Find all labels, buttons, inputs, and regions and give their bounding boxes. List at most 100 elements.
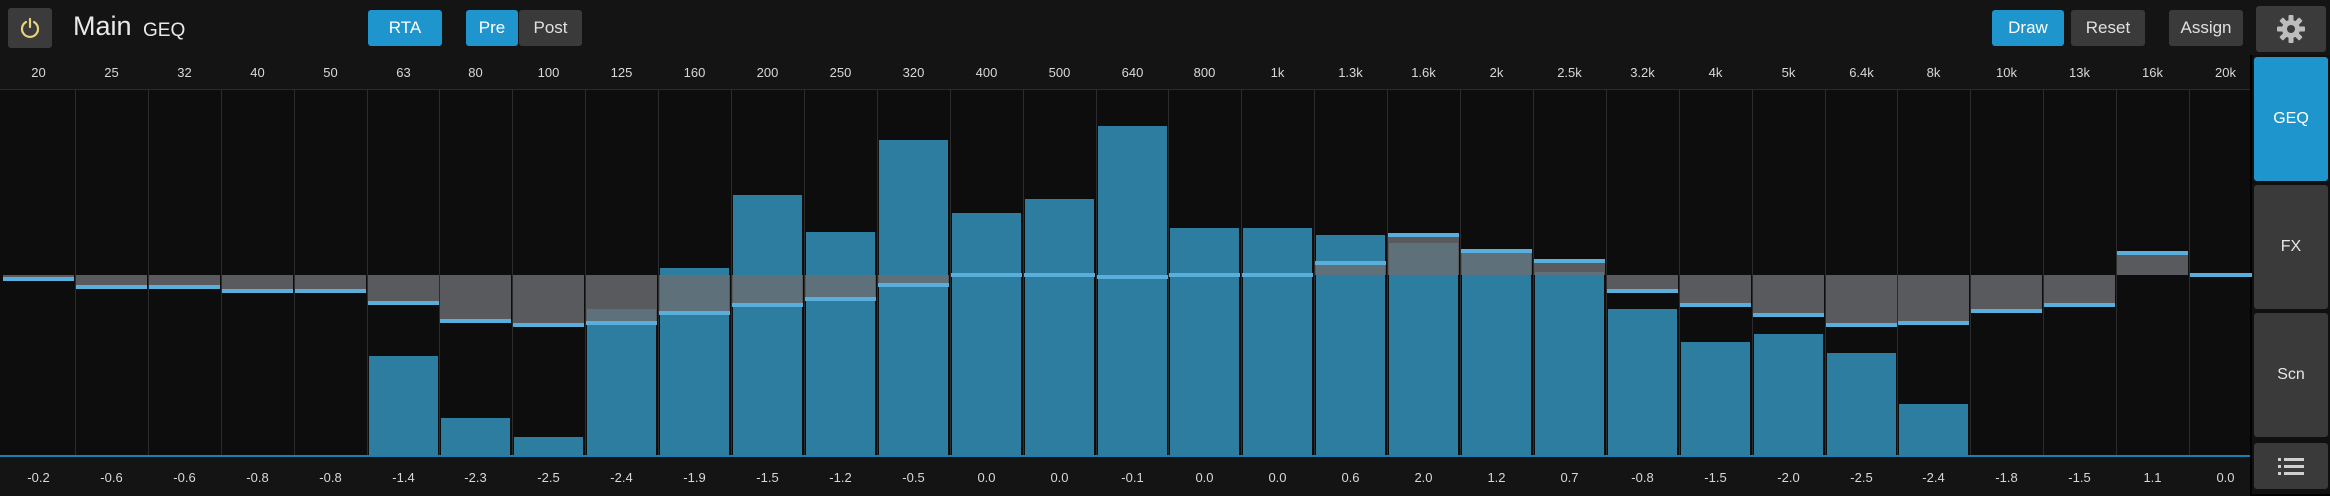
gain-handle[interactable] <box>3 277 74 281</box>
band-separator <box>877 89 878 455</box>
gain-handle[interactable] <box>76 285 147 289</box>
gain-handle[interactable] <box>1315 261 1386 265</box>
band-frequency-label: 5k <box>1781 65 1796 80</box>
gain-handle[interactable] <box>1388 233 1459 237</box>
gain-fill <box>586 275 657 323</box>
gain-handle[interactable] <box>1169 273 1240 277</box>
band-frequency-label: 500 <box>1048 65 1071 80</box>
band-separator <box>1679 89 1680 455</box>
band-frequency-label: 80 <box>468 65 483 80</box>
band-separator <box>950 89 951 455</box>
page-subtitle: GEQ <box>143 20 186 41</box>
band-gain-label: -0.5 <box>902 470 925 485</box>
gain-handle[interactable] <box>1680 303 1751 307</box>
band-separator <box>1897 89 1898 455</box>
rta-bar <box>1899 404 1968 455</box>
tab-geq[interactable]: GEQ <box>2254 57 2328 181</box>
band-separator <box>294 89 295 455</box>
assign-button[interactable]: Assign <box>2169 10 2243 46</box>
draw-button[interactable]: Draw <box>1992 10 2064 46</box>
band-frequency-label: 3.2k <box>1630 65 1655 80</box>
gain-fill <box>1461 251 1532 275</box>
gain-handle[interactable] <box>878 283 949 287</box>
band-frequency-label: 250 <box>829 65 852 80</box>
band-separator <box>1241 89 1242 455</box>
band-frequency-label: 10k <box>1996 65 2017 80</box>
band-gain-label: -1.4 <box>392 470 415 485</box>
band-separator <box>1023 89 1024 455</box>
gain-handle[interactable] <box>1971 309 2042 313</box>
band-gain-label: -1.2 <box>829 470 852 485</box>
rta-button[interactable]: RTA <box>368 10 442 46</box>
gain-handle[interactable] <box>1461 249 1532 253</box>
gain-handle[interactable] <box>149 285 220 289</box>
band-frequency-label: 20k <box>2215 65 2236 80</box>
gain-fill <box>1680 275 1751 305</box>
gain-handle[interactable] <box>732 303 803 307</box>
band-frequency-label: 2.5k <box>1557 65 1582 80</box>
gain-handle[interactable] <box>1753 313 1824 317</box>
gain-handle[interactable] <box>659 311 730 315</box>
band-frequency-label: 40 <box>250 65 265 80</box>
rta-bar <box>952 213 1021 455</box>
gain-handle[interactable] <box>368 301 439 305</box>
tab-fx[interactable]: FX <box>2254 185 2328 309</box>
gain-handle[interactable] <box>1242 273 1313 277</box>
band-frequency-label: 200 <box>756 65 779 80</box>
gain-fill <box>368 275 439 303</box>
gain-handle[interactable] <box>513 323 584 327</box>
gain-handle[interactable] <box>805 297 876 301</box>
pre-button[interactable]: Pre <box>466 10 518 46</box>
gain-fill <box>1898 275 1969 323</box>
gain-handle[interactable] <box>1607 289 1678 293</box>
rta-bar <box>1098 126 1167 455</box>
rta-bar <box>879 140 948 455</box>
menu-button[interactable] <box>2254 443 2328 489</box>
band-separator <box>1460 89 1461 455</box>
reset-button[interactable]: Reset <box>2071 10 2145 46</box>
rta-bar <box>1754 334 1823 455</box>
band-gain-label: 0.7 <box>1560 470 1579 485</box>
band-frequency-label: 25 <box>104 65 119 80</box>
gain-handle[interactable] <box>1534 259 1605 263</box>
band-frequency-label: 8k <box>1926 65 1941 80</box>
gain-handle[interactable] <box>222 289 293 293</box>
post-button[interactable]: Post <box>519 10 582 46</box>
band-gain-label: -1.9 <box>683 470 706 485</box>
band-gain-label: 2.0 <box>1414 470 1433 485</box>
band-gain-label: -0.2 <box>27 470 50 485</box>
gain-handle[interactable] <box>1826 323 1897 327</box>
band-frequency-label: 16k <box>2142 65 2163 80</box>
gain-handle[interactable] <box>1024 273 1095 277</box>
gain-handle[interactable] <box>2190 273 2261 277</box>
gear-icon <box>2277 15 2305 43</box>
gain-fill <box>1315 263 1386 275</box>
tab-scn[interactable]: Scn <box>2254 313 2328 437</box>
gain-handle[interactable] <box>440 319 511 323</box>
band-frequency-label: 400 <box>975 65 998 80</box>
rta-bar <box>1389 243 1458 455</box>
band-frequency-label: 4k <box>1708 65 1723 80</box>
band-gain-label: 0.0 <box>1268 470 1287 485</box>
band-gain-label: -2.4 <box>610 470 633 485</box>
band-frequency-label: 50 <box>323 65 338 80</box>
power-button[interactable] <box>8 8 52 48</box>
gain-handle[interactable] <box>1898 321 1969 325</box>
gain-handle[interactable] <box>951 273 1022 277</box>
gain-fill <box>222 275 293 291</box>
gain-fill <box>295 275 366 291</box>
gain-handle[interactable] <box>2117 251 2188 255</box>
gain-handle[interactable] <box>295 289 366 293</box>
band-separator <box>439 89 440 455</box>
gain-handle[interactable] <box>586 321 657 325</box>
settings-button[interactable] <box>2256 6 2326 52</box>
gain-handle[interactable] <box>1097 275 1168 279</box>
band-separator <box>75 89 76 455</box>
band-frequency-label: 20 <box>31 65 46 80</box>
gain-handle[interactable] <box>2044 303 2115 307</box>
band-gain-label: 1.2 <box>1487 470 1506 485</box>
gain-fill <box>805 275 876 299</box>
rta-bar <box>733 195 802 455</box>
band-gain-label: -1.5 <box>756 470 779 485</box>
band-separator <box>2189 89 2190 455</box>
